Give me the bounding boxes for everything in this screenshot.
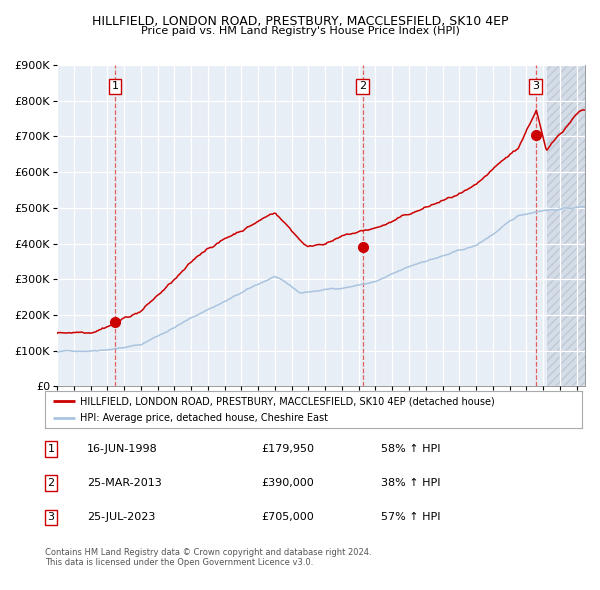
- Text: 58% ↑ HPI: 58% ↑ HPI: [381, 444, 440, 454]
- Text: 25-MAR-2013: 25-MAR-2013: [87, 478, 162, 488]
- Text: This data is licensed under the Open Government Licence v3.0.: This data is licensed under the Open Gov…: [45, 558, 313, 566]
- Text: £179,950: £179,950: [261, 444, 314, 454]
- Text: Price paid vs. HM Land Registry's House Price Index (HPI): Price paid vs. HM Land Registry's House …: [140, 26, 460, 36]
- Text: HILLFIELD, LONDON ROAD, PRESTBURY, MACCLESFIELD, SK10 4EP: HILLFIELD, LONDON ROAD, PRESTBURY, MACCL…: [92, 15, 508, 28]
- Bar: [547, 65, 585, 386]
- Text: £705,000: £705,000: [261, 513, 314, 522]
- Text: 57% ↑ HPI: 57% ↑ HPI: [381, 513, 440, 522]
- Text: 3: 3: [532, 81, 539, 91]
- Text: HILLFIELD, LONDON ROAD, PRESTBURY, MACCLESFIELD, SK10 4EP (detached house): HILLFIELD, LONDON ROAD, PRESTBURY, MACCL…: [80, 396, 494, 406]
- Text: 1: 1: [112, 81, 118, 91]
- Text: £390,000: £390,000: [261, 478, 314, 488]
- Text: Contains HM Land Registry data © Crown copyright and database right 2024.: Contains HM Land Registry data © Crown c…: [45, 548, 371, 556]
- Text: 3: 3: [47, 513, 55, 522]
- Text: 25-JUL-2023: 25-JUL-2023: [87, 513, 155, 522]
- Text: 2: 2: [359, 81, 366, 91]
- Text: 38% ↑ HPI: 38% ↑ HPI: [381, 478, 440, 488]
- Text: 16-JUN-1998: 16-JUN-1998: [87, 444, 158, 454]
- Text: HPI: Average price, detached house, Cheshire East: HPI: Average price, detached house, Ches…: [80, 413, 328, 423]
- Text: 1: 1: [47, 444, 55, 454]
- Text: 2: 2: [47, 478, 55, 488]
